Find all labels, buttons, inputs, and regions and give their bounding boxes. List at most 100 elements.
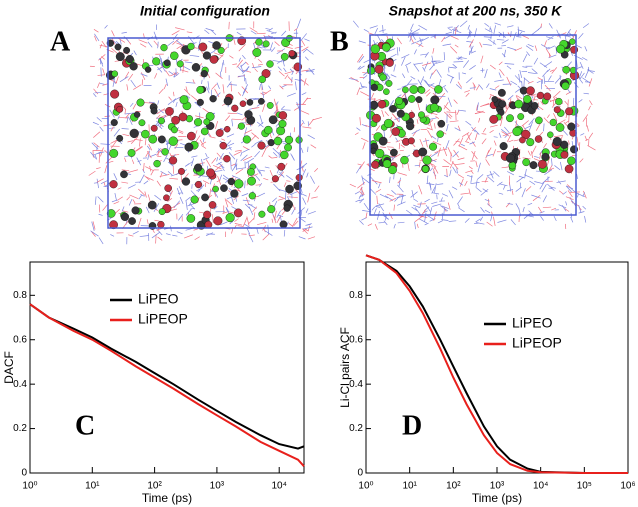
bond bbox=[169, 177, 178, 180]
bond bbox=[542, 176, 550, 184]
atom bbox=[224, 125, 231, 133]
bond bbox=[414, 215, 424, 222]
bond bbox=[225, 199, 229, 208]
bond bbox=[431, 192, 440, 195]
bond bbox=[300, 110, 310, 115]
atom bbox=[237, 122, 245, 130]
bond bbox=[370, 176, 378, 185]
bond bbox=[286, 180, 291, 182]
atom bbox=[257, 141, 266, 150]
atom bbox=[150, 124, 158, 132]
bond bbox=[146, 145, 151, 151]
bond bbox=[402, 73, 406, 79]
bond bbox=[383, 64, 385, 74]
bond bbox=[97, 82, 100, 89]
bond bbox=[527, 72, 537, 75]
bond bbox=[485, 159, 490, 166]
bond bbox=[478, 117, 481, 123]
bond bbox=[410, 191, 418, 198]
bond bbox=[450, 35, 459, 40]
atom bbox=[164, 184, 172, 193]
bond bbox=[484, 22, 490, 27]
bond bbox=[93, 131, 101, 138]
bond bbox=[167, 171, 173, 176]
bond bbox=[426, 183, 435, 186]
bond bbox=[571, 140, 574, 147]
atom bbox=[375, 148, 385, 159]
panel-letter: D bbox=[402, 410, 422, 441]
bond bbox=[507, 134, 512, 142]
bond bbox=[389, 197, 397, 202]
atom bbox=[160, 44, 168, 52]
bond bbox=[567, 190, 573, 198]
bond bbox=[479, 216, 484, 222]
bond bbox=[168, 96, 172, 101]
atom bbox=[115, 52, 125, 62]
atom bbox=[171, 115, 180, 125]
bond bbox=[146, 219, 149, 225]
bond bbox=[528, 118, 535, 126]
bond bbox=[221, 138, 226, 141]
bond bbox=[432, 140, 442, 146]
bond bbox=[226, 81, 232, 88]
atom bbox=[114, 43, 122, 51]
bond bbox=[121, 169, 130, 172]
bond bbox=[375, 188, 382, 193]
legend-label: LiPEO bbox=[512, 315, 553, 331]
bond bbox=[98, 237, 104, 245]
bond bbox=[96, 167, 101, 170]
bond bbox=[355, 199, 360, 203]
bond bbox=[530, 94, 538, 97]
atom bbox=[407, 95, 416, 103]
atom bbox=[127, 148, 136, 157]
bond bbox=[471, 151, 478, 160]
bond bbox=[248, 203, 257, 210]
bond bbox=[427, 83, 435, 87]
atom bbox=[252, 48, 262, 57]
bond bbox=[219, 174, 223, 181]
bond bbox=[165, 70, 170, 77]
bond bbox=[96, 178, 99, 189]
bond bbox=[278, 70, 285, 77]
bond bbox=[283, 67, 287, 73]
bond bbox=[543, 75, 546, 84]
bond bbox=[474, 28, 477, 38]
bond bbox=[415, 42, 424, 48]
bond bbox=[381, 109, 385, 117]
bond bbox=[582, 23, 590, 29]
bond bbox=[565, 201, 568, 206]
bond bbox=[157, 100, 160, 105]
bond bbox=[516, 95, 523, 100]
atom bbox=[295, 136, 303, 144]
atom bbox=[567, 156, 576, 165]
atom bbox=[382, 159, 392, 169]
bond bbox=[184, 61, 193, 64]
bond bbox=[359, 198, 365, 204]
bond bbox=[419, 138, 424, 147]
bond bbox=[559, 161, 563, 171]
bond bbox=[514, 47, 523, 52]
bond bbox=[451, 186, 458, 190]
bond bbox=[230, 160, 232, 170]
bond bbox=[433, 169, 437, 180]
bond bbox=[127, 73, 134, 81]
bond bbox=[251, 107, 260, 110]
atom bbox=[111, 70, 119, 78]
bond bbox=[283, 182, 287, 188]
bond bbox=[452, 166, 457, 174]
bond bbox=[214, 88, 220, 98]
bond bbox=[131, 159, 135, 165]
bond bbox=[173, 73, 180, 78]
bond bbox=[446, 168, 448, 177]
bond bbox=[480, 69, 485, 71]
bond bbox=[457, 81, 463, 88]
bond bbox=[176, 231, 183, 235]
bond bbox=[370, 188, 377, 195]
bond bbox=[552, 99, 555, 106]
bond bbox=[384, 111, 389, 117]
bond bbox=[150, 169, 155, 176]
bond bbox=[544, 40, 547, 47]
bond bbox=[209, 188, 212, 199]
bond bbox=[272, 214, 277, 224]
bond bbox=[587, 69, 595, 72]
